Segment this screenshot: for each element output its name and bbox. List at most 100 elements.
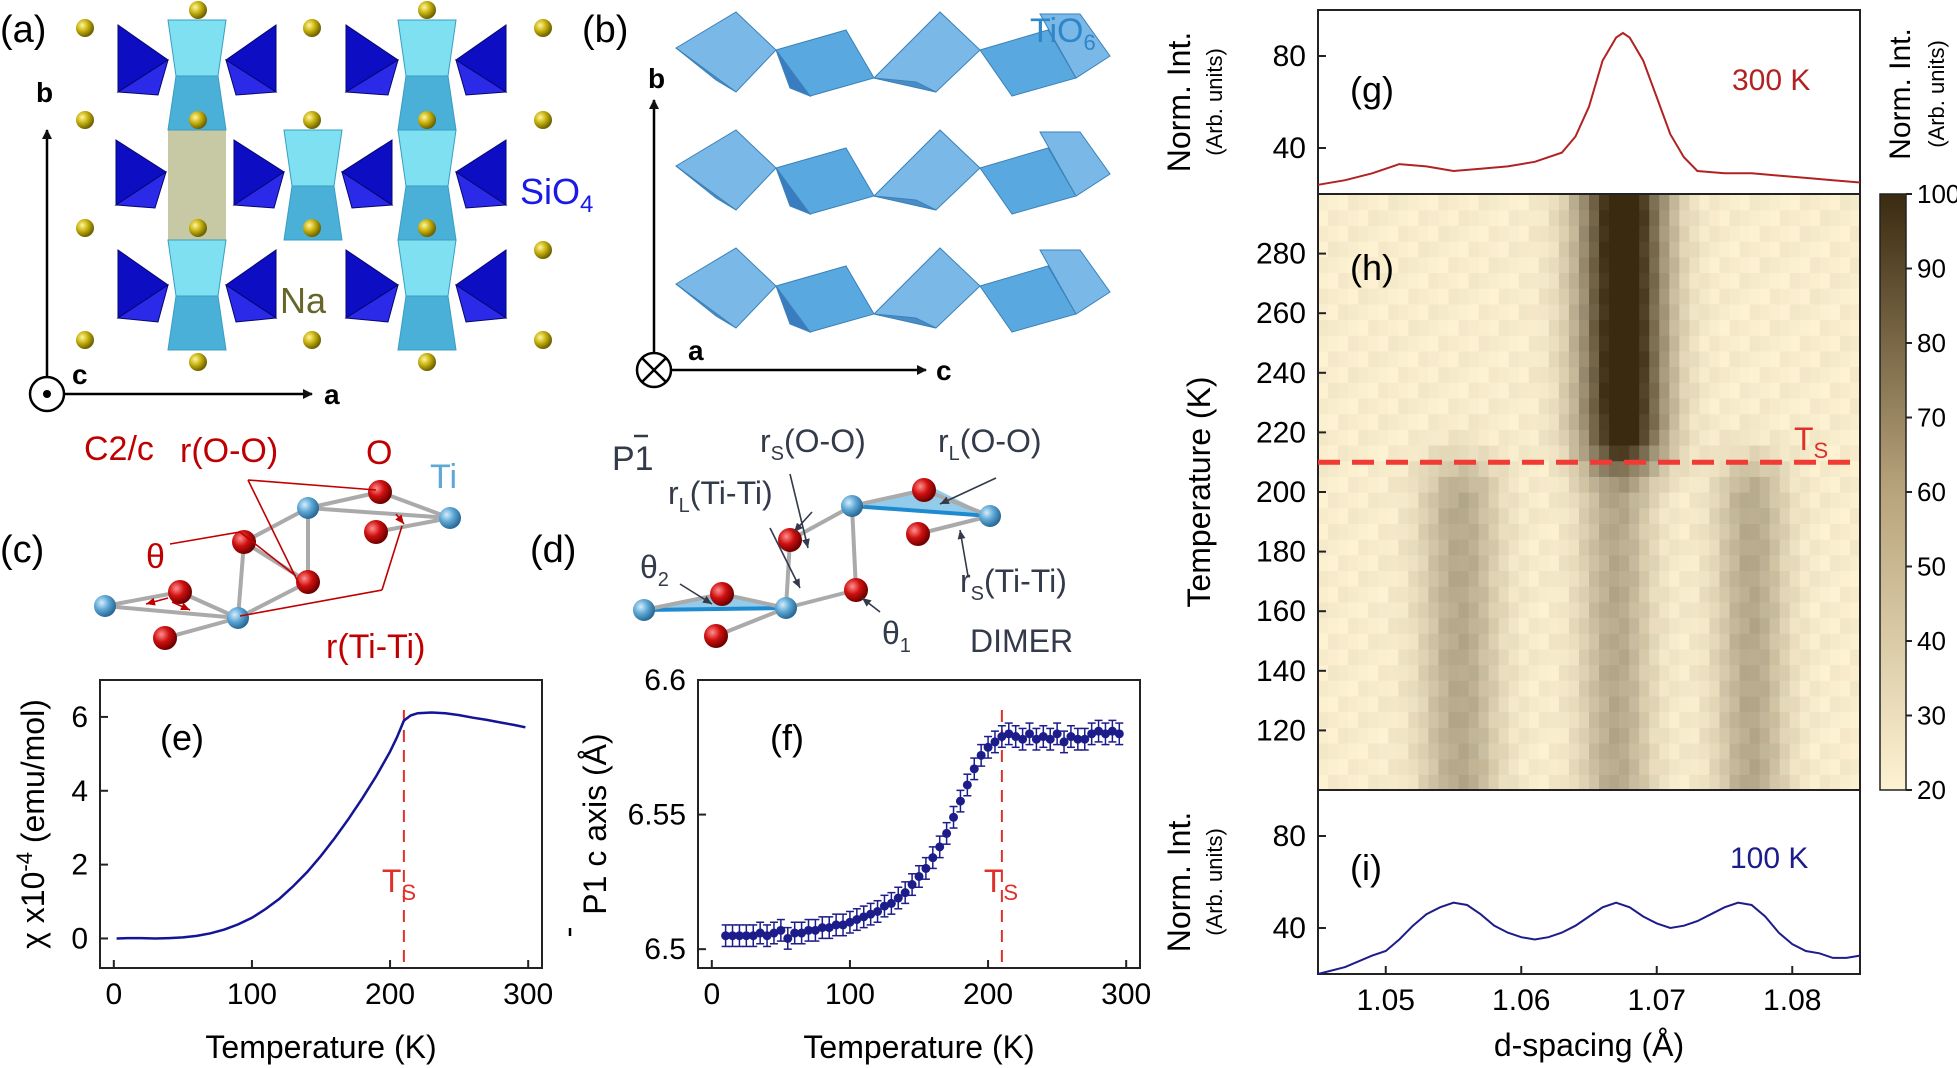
heatmap-cell — [1689, 476, 1701, 493]
heatmap-cell — [1659, 241, 1670, 258]
heatmap-cell — [1358, 648, 1369, 666]
heatmap-cell — [1809, 350, 1821, 368]
ts-label-e: TS — [382, 863, 416, 905]
heatmap-cell — [1478, 366, 1490, 383]
plot-frame-g — [1317, 9, 1861, 195]
heatmap-cell — [1699, 256, 1711, 274]
heatmap-cell — [1789, 742, 1801, 760]
heatmap-cell — [1719, 727, 1731, 744]
heatmap-cell — [1599, 774, 1610, 791]
heatmap-cell — [1468, 711, 1480, 728]
panel-c-tag: (c) — [0, 529, 44, 571]
heatmap-cell — [1669, 539, 1680, 556]
heatmap-cell — [1609, 586, 1620, 603]
heatmap-cell — [1418, 742, 1430, 760]
heatmap-cell — [1799, 774, 1811, 791]
heatmap-cell — [1528, 209, 1540, 226]
heatmap-cell — [1548, 570, 1560, 587]
heatmap-cell — [1378, 303, 1389, 321]
heatmap-cell — [1478, 397, 1490, 415]
heatmap-cell — [1558, 209, 1570, 226]
heatmap-cell — [1488, 303, 1500, 321]
data-point — [1073, 734, 1083, 744]
heatmap-cell — [1458, 648, 1470, 666]
heatmap-cell — [1759, 288, 1771, 305]
heatmap-cell — [1328, 319, 1339, 336]
heatmap-cell — [1589, 256, 1600, 274]
heatmap-cell — [1809, 680, 1821, 697]
heatmap-cell — [1568, 288, 1580, 305]
heatmap-cell — [1849, 303, 1861, 321]
heatmap-cell — [1398, 444, 1409, 462]
heatmap-cell — [1448, 774, 1460, 791]
heatmap-cell — [1538, 397, 1550, 415]
heatmap-cell — [1729, 319, 1741, 336]
heatmap-cell — [1538, 523, 1550, 540]
heatmap-cell — [1368, 288, 1379, 305]
heatmap-cell — [1448, 617, 1460, 634]
heatmap-cell — [1418, 209, 1430, 226]
heatmap-cell — [1789, 570, 1801, 587]
heatmap-cell — [1488, 539, 1500, 556]
heatmap-cell — [1659, 382, 1670, 399]
heatmap-cell — [1518, 570, 1530, 587]
heatmap-cell — [1398, 586, 1409, 603]
heatmap-cell — [1699, 570, 1711, 587]
heatmap-cell — [1358, 695, 1369, 713]
heatmap-cell — [1398, 272, 1409, 289]
heatmap-cell — [1338, 492, 1349, 509]
heatmap-cell — [1318, 680, 1329, 697]
heatmap-cell — [1498, 695, 1510, 713]
heatmap-cell — [1568, 241, 1580, 258]
heatmap-cell — [1368, 319, 1379, 336]
heatmap-cell — [1398, 492, 1409, 509]
heatmap-cell — [1729, 429, 1741, 446]
heatmap-cell — [1388, 350, 1399, 368]
heatmap-cell — [1739, 256, 1751, 274]
heatmap-cell — [1358, 444, 1369, 462]
heatmap-cell — [1819, 633, 1831, 650]
heatmap-cell — [1358, 507, 1369, 524]
heatmap-cell — [1528, 382, 1540, 399]
heatmap-cell — [1348, 758, 1359, 775]
heatmap-cell — [1709, 492, 1721, 509]
heatmap-cell — [1388, 774, 1399, 791]
heatmap-cell — [1458, 742, 1470, 760]
heatmap-cell — [1368, 366, 1379, 383]
heatmap-cell — [1839, 444, 1851, 462]
heatmap-cell — [1839, 429, 1851, 446]
heatmap-cell — [1759, 397, 1771, 415]
heatmap-cell — [1478, 413, 1490, 430]
heatmap-cell — [1538, 194, 1550, 211]
heatmap-cell — [1518, 617, 1530, 634]
heatmap-cell — [1799, 256, 1811, 274]
heatmap-cell — [1478, 288, 1490, 305]
data-point — [845, 917, 855, 927]
heatmap-cell — [1568, 444, 1580, 462]
heatmap-cell — [1599, 444, 1610, 462]
x-tick-label: 1.07 — [1628, 984, 1686, 1017]
heatmap-cell — [1819, 758, 1831, 775]
heatmap-cell — [1669, 335, 1680, 352]
panel-g-tag: (g) — [1350, 69, 1394, 110]
heatmap-cell — [1809, 444, 1821, 462]
heatmap-cell — [1609, 664, 1620, 681]
heatmap-cell — [1639, 241, 1650, 258]
heatmap-cell — [1779, 758, 1791, 775]
heatmap-cell — [1739, 335, 1751, 352]
heatmap-cell — [1599, 742, 1610, 760]
heatmap-cell — [1809, 586, 1821, 603]
heatmap-cell — [1478, 444, 1490, 462]
heatmap-cell — [1488, 397, 1500, 415]
heatmap-cell — [1378, 476, 1389, 493]
heatmap-cell — [1769, 601, 1781, 619]
plot-frame-i — [1317, 789, 1861, 975]
heatmap-cell — [1739, 554, 1751, 572]
heatmap-cell — [1478, 601, 1490, 619]
heatmap-cell — [1378, 539, 1389, 556]
heatmap-cell — [1609, 601, 1620, 619]
heatmap-cell — [1609, 350, 1620, 368]
heatmap-cell — [1568, 664, 1580, 681]
atoms-c — [94, 480, 461, 650]
